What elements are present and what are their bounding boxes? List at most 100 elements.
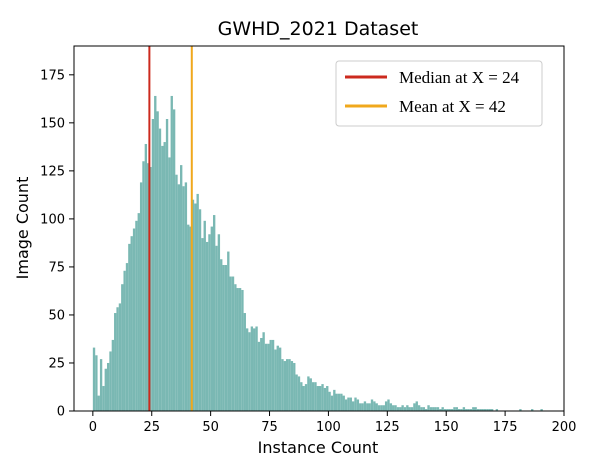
histogram-bar [264, 343, 268, 411]
histogram-bar [234, 284, 237, 411]
histogram-bar [415, 401, 418, 411]
histogram-bar [382, 405, 385, 411]
y-tick-label: 150 [40, 116, 65, 131]
histogram-bar [215, 245, 218, 411]
histogram-bar [425, 409, 428, 411]
histogram-bar [472, 407, 475, 411]
x-tick-label: 75 [261, 420, 278, 435]
histogram-bar [340, 393, 343, 411]
histogram-bar [227, 251, 230, 411]
histogram-bar [172, 109, 176, 411]
histogram-bar [147, 163, 150, 411]
histogram-bar [359, 403, 362, 411]
histogram-bar [311, 382, 315, 411]
histogram-bar [295, 374, 298, 411]
histogram-bar [220, 259, 223, 411]
histogram-bar [443, 409, 447, 411]
histogram-bar [370, 399, 374, 411]
y-tick-label: 25 [48, 356, 65, 371]
legend-median-label: Median at X = 24 [399, 68, 520, 87]
x-tick-label: 200 [552, 420, 577, 435]
histogram-bar [462, 407, 466, 411]
histogram-bar [288, 359, 291, 411]
histogram-bar [281, 359, 284, 411]
histogram-bar [460, 409, 463, 411]
histogram-bar [260, 338, 263, 411]
histogram-bar [158, 128, 162, 411]
histogram-bar [474, 407, 477, 411]
histogram-bar [467, 409, 470, 411]
histogram-bar [377, 405, 381, 411]
histogram-bar [479, 409, 482, 411]
histogram-bar [132, 228, 136, 411]
histogram-bar [238, 288, 242, 411]
histogram-bar [319, 386, 322, 411]
histogram-bar [203, 220, 206, 411]
histogram-bar [356, 399, 360, 411]
histogram-bar [330, 395, 334, 411]
histogram-bar [241, 289, 244, 411]
histogram-bar [208, 234, 211, 411]
histogram-bar [490, 409, 494, 411]
histogram-bar [406, 405, 409, 411]
y-tick-label: 75 [48, 260, 65, 275]
histogram-bar [253, 328, 256, 411]
histogram-bar [347, 397, 350, 411]
histogram-bar [130, 236, 133, 411]
histogram-bar [399, 407, 402, 411]
legend: Median at X = 24 Mean at X = 42 [335, 60, 543, 127]
histogram-bars [92, 95, 543, 412]
histogram-bar [210, 226, 213, 411]
histogram-bar [457, 409, 461, 411]
x-axis-ticks: 0 25 50 75 100 125 150 175 200 [89, 411, 577, 435]
histogram-bar [161, 145, 164, 412]
histogram-bar [349, 397, 352, 411]
histogram-bar [380, 405, 383, 411]
histogram-bar [217, 234, 221, 411]
histogram-bar [205, 241, 209, 411]
x-tick-label: 125 [375, 420, 400, 435]
histogram-bar [495, 409, 499, 411]
histogram-bar [198, 209, 202, 411]
histogram-bar [486, 409, 489, 411]
histogram-bar [363, 401, 367, 411]
histogram-bar [368, 403, 371, 411]
histogram-bar [229, 276, 232, 411]
histogram-bar [191, 199, 195, 411]
y-axis-ticks: 0 25 50 75 100 125 150 175 [40, 68, 74, 420]
histogram-bar [139, 182, 143, 411]
histogram-bar [540, 409, 543, 411]
histogram-bar [465, 409, 468, 411]
histogram-bar [154, 95, 157, 412]
histogram-bar [293, 362, 296, 411]
histogram-bar [267, 343, 270, 411]
histogram-bar [335, 393, 338, 411]
histogram-bar [104, 368, 107, 411]
histogram-bar [231, 276, 235, 411]
histogram-bar [483, 409, 487, 411]
histogram-bar [403, 407, 407, 411]
histogram-bar [304, 384, 308, 411]
histogram-bar [236, 288, 239, 411]
histogram-bar [201, 238, 204, 411]
histogram-bar [165, 119, 169, 411]
histogram-bar [354, 397, 357, 411]
histogram-bar [344, 399, 348, 411]
histogram-bar [476, 409, 480, 411]
histogram-bar [328, 391, 331, 411]
histogram-bar [168, 157, 171, 411]
chart-title: GWHD_2021 Dataset [218, 18, 419, 40]
histogram-bar [290, 361, 294, 411]
histogram-bar [455, 407, 458, 411]
histogram-bar [286, 359, 289, 411]
histogram-bar [278, 347, 282, 411]
histogram-bar [453, 407, 456, 411]
histogram-bar [106, 362, 110, 411]
histogram-bar [180, 165, 183, 411]
histogram-bar [396, 407, 400, 411]
histogram-bar [375, 403, 378, 411]
histogram-bar [323, 387, 327, 411]
histogram-bar [410, 407, 414, 411]
histogram-bar [417, 405, 421, 411]
histogram-bar [337, 393, 341, 411]
